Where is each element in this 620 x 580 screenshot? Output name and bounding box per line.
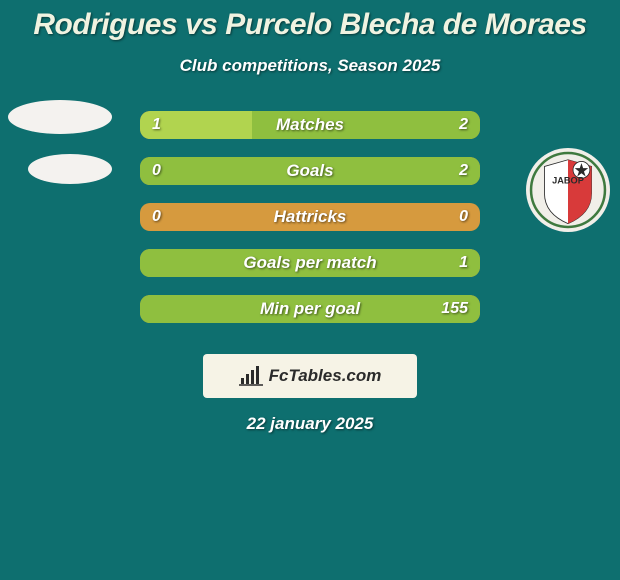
- stat-row: 0 Hattricks 0: [0, 194, 620, 240]
- date-text: 22 january 2025: [0, 414, 620, 434]
- stat-bar: Goals per match 1: [140, 249, 480, 277]
- stat-value-right: 2: [459, 162, 468, 180]
- infographic-root: Rodrigues vs Purcelo Blecha de Moraes Cl…: [0, 0, 620, 580]
- stat-label: Min per goal: [140, 299, 480, 319]
- stat-value-right: 155: [441, 300, 468, 318]
- stat-row: 0 Goals 2: [0, 148, 620, 194]
- stats-area: JABOP 1 Matches 2 0 Goals 2: [0, 102, 620, 332]
- stat-value-right: 1: [459, 254, 468, 272]
- stat-row: Goals per match 1: [0, 240, 620, 286]
- bar-chart-icon: [239, 365, 265, 387]
- stat-label: Hattricks: [140, 207, 480, 227]
- stat-label: Goals: [140, 161, 480, 181]
- page-subtitle: Club competitions, Season 2025: [0, 56, 620, 76]
- stat-bar: 0 Hattricks 0: [140, 203, 480, 231]
- stat-value-right: 0: [459, 208, 468, 226]
- page-title: Rodrigues vs Purcelo Blecha de Moraes: [0, 0, 620, 42]
- stat-row: Min per goal 155: [0, 286, 620, 332]
- stat-bar: 0 Goals 2: [140, 157, 480, 185]
- stat-label: Matches: [140, 115, 480, 135]
- stat-row: 1 Matches 2: [0, 102, 620, 148]
- stat-bar: 1 Matches 2: [140, 111, 480, 139]
- stat-bar: Min per goal 155: [140, 295, 480, 323]
- watermark-box: FcTables.com: [203, 354, 417, 398]
- stat-value-right: 2: [459, 116, 468, 134]
- watermark-text: FcTables.com: [269, 366, 382, 386]
- stat-label: Goals per match: [140, 253, 480, 273]
